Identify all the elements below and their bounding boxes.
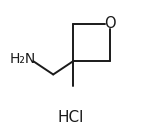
- Text: HCl: HCl: [57, 110, 84, 124]
- Text: O: O: [105, 16, 116, 31]
- Text: H₂N: H₂N: [9, 51, 36, 66]
